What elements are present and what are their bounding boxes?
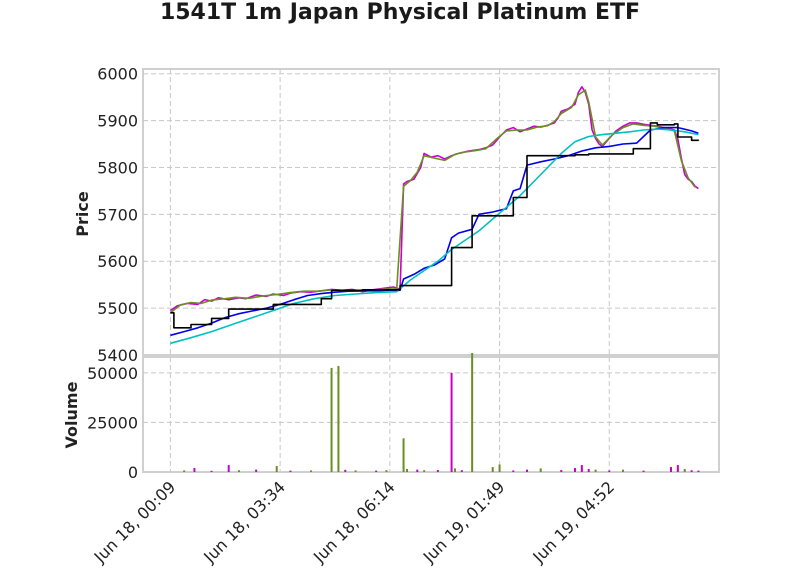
price-line	[169, 89, 696, 314]
volume-bar	[594, 469, 597, 472]
volume-bar	[275, 466, 278, 472]
volume-bar	[450, 372, 453, 472]
volume-bar	[375, 470, 378, 472]
volume-bar	[238, 470, 240, 472]
volume-bar	[560, 470, 563, 472]
price-tick-label: 5500	[97, 299, 138, 318]
volume-bar	[690, 470, 693, 472]
volume-axis-label: Volume	[62, 381, 81, 448]
volume-bar	[210, 470, 213, 472]
volume-tick-label: 50000	[87, 364, 138, 383]
volume-bar	[670, 467, 672, 472]
volume-bar	[587, 469, 590, 472]
price-axis-ticks: 5400 5500 5600 5700 5800 5900 6000	[97, 65, 138, 365]
volume-bar	[676, 465, 679, 472]
volume-bar	[697, 470, 700, 472]
volume-bar	[471, 353, 474, 472]
volume-gridlines	[143, 372, 719, 423]
x-tick-label: Jun 19, 01:49	[419, 477, 509, 567]
volume-bar	[402, 438, 405, 472]
volume-bar	[526, 469, 528, 472]
price-tick-label: 5900	[97, 112, 138, 131]
volume-bar	[574, 468, 576, 472]
volume-bar	[183, 470, 186, 472]
x-tick-label: Jun 18, 03:34	[199, 477, 289, 567]
volume-tick-label: 0	[128, 463, 138, 482]
volume-bar	[436, 470, 439, 472]
volume-bar	[423, 470, 426, 472]
volume-bar	[608, 470, 611, 472]
volume-bar	[512, 470, 515, 472]
volume-bar	[385, 470, 388, 472]
price-tick-label: 5800	[97, 158, 138, 177]
volume-panel-frame	[142, 356, 720, 473]
volume-bars	[183, 353, 700, 472]
price-axis-label: Price	[73, 191, 92, 237]
volume-bar	[310, 470, 312, 472]
volume-bar	[683, 469, 686, 472]
volume-bar	[454, 468, 456, 472]
x-tick-label: Jun 18, 00:09	[90, 477, 180, 567]
volume-bar	[498, 464, 501, 472]
volume-bar	[460, 470, 463, 472]
volume-bar	[416, 469, 419, 472]
volume-bar	[642, 470, 645, 472]
volume-bar	[344, 469, 347, 472]
price-tick-label: 5700	[97, 205, 138, 224]
volume-bar	[330, 367, 333, 472]
volume-bar	[491, 467, 494, 472]
price-line	[170, 126, 699, 337]
volume-bar	[622, 469, 624, 472]
chart-title: 1541T 1m Japan Physical Platinum ETF	[160, 0, 640, 25]
volume-bar	[193, 468, 196, 472]
price-tick-label: 5600	[97, 252, 138, 271]
volume-bar	[227, 465, 230, 472]
volume-bar	[354, 470, 357, 472]
price-series	[169, 86, 700, 345]
volume-bar	[580, 465, 583, 472]
volume-bar	[289, 470, 292, 472]
volume-tick-label: 25000	[87, 413, 138, 432]
volume-bar	[255, 469, 258, 472]
volume-bar	[406, 469, 408, 472]
price-gridlines	[143, 73, 719, 309]
volume-axis-ticks: 0 25000 50000	[87, 364, 138, 482]
x-tick-label: Jun 19, 04:52	[528, 477, 618, 567]
x-axis-ticks: Jun 18, 00:09 Jun 18, 03:34 Jun 18, 06:14 J…	[90, 477, 618, 567]
volume-bar	[337, 365, 340, 472]
x-tick-label: Jun 18, 06:14	[309, 477, 399, 567]
volume-bar	[539, 468, 542, 472]
price-line	[170, 122, 700, 329]
price-tick-label: 5400	[97, 346, 138, 365]
x-gridlines	[169, 69, 610, 472]
price-tick-label: 6000	[97, 65, 138, 84]
price-panel-frame	[142, 68, 720, 356]
